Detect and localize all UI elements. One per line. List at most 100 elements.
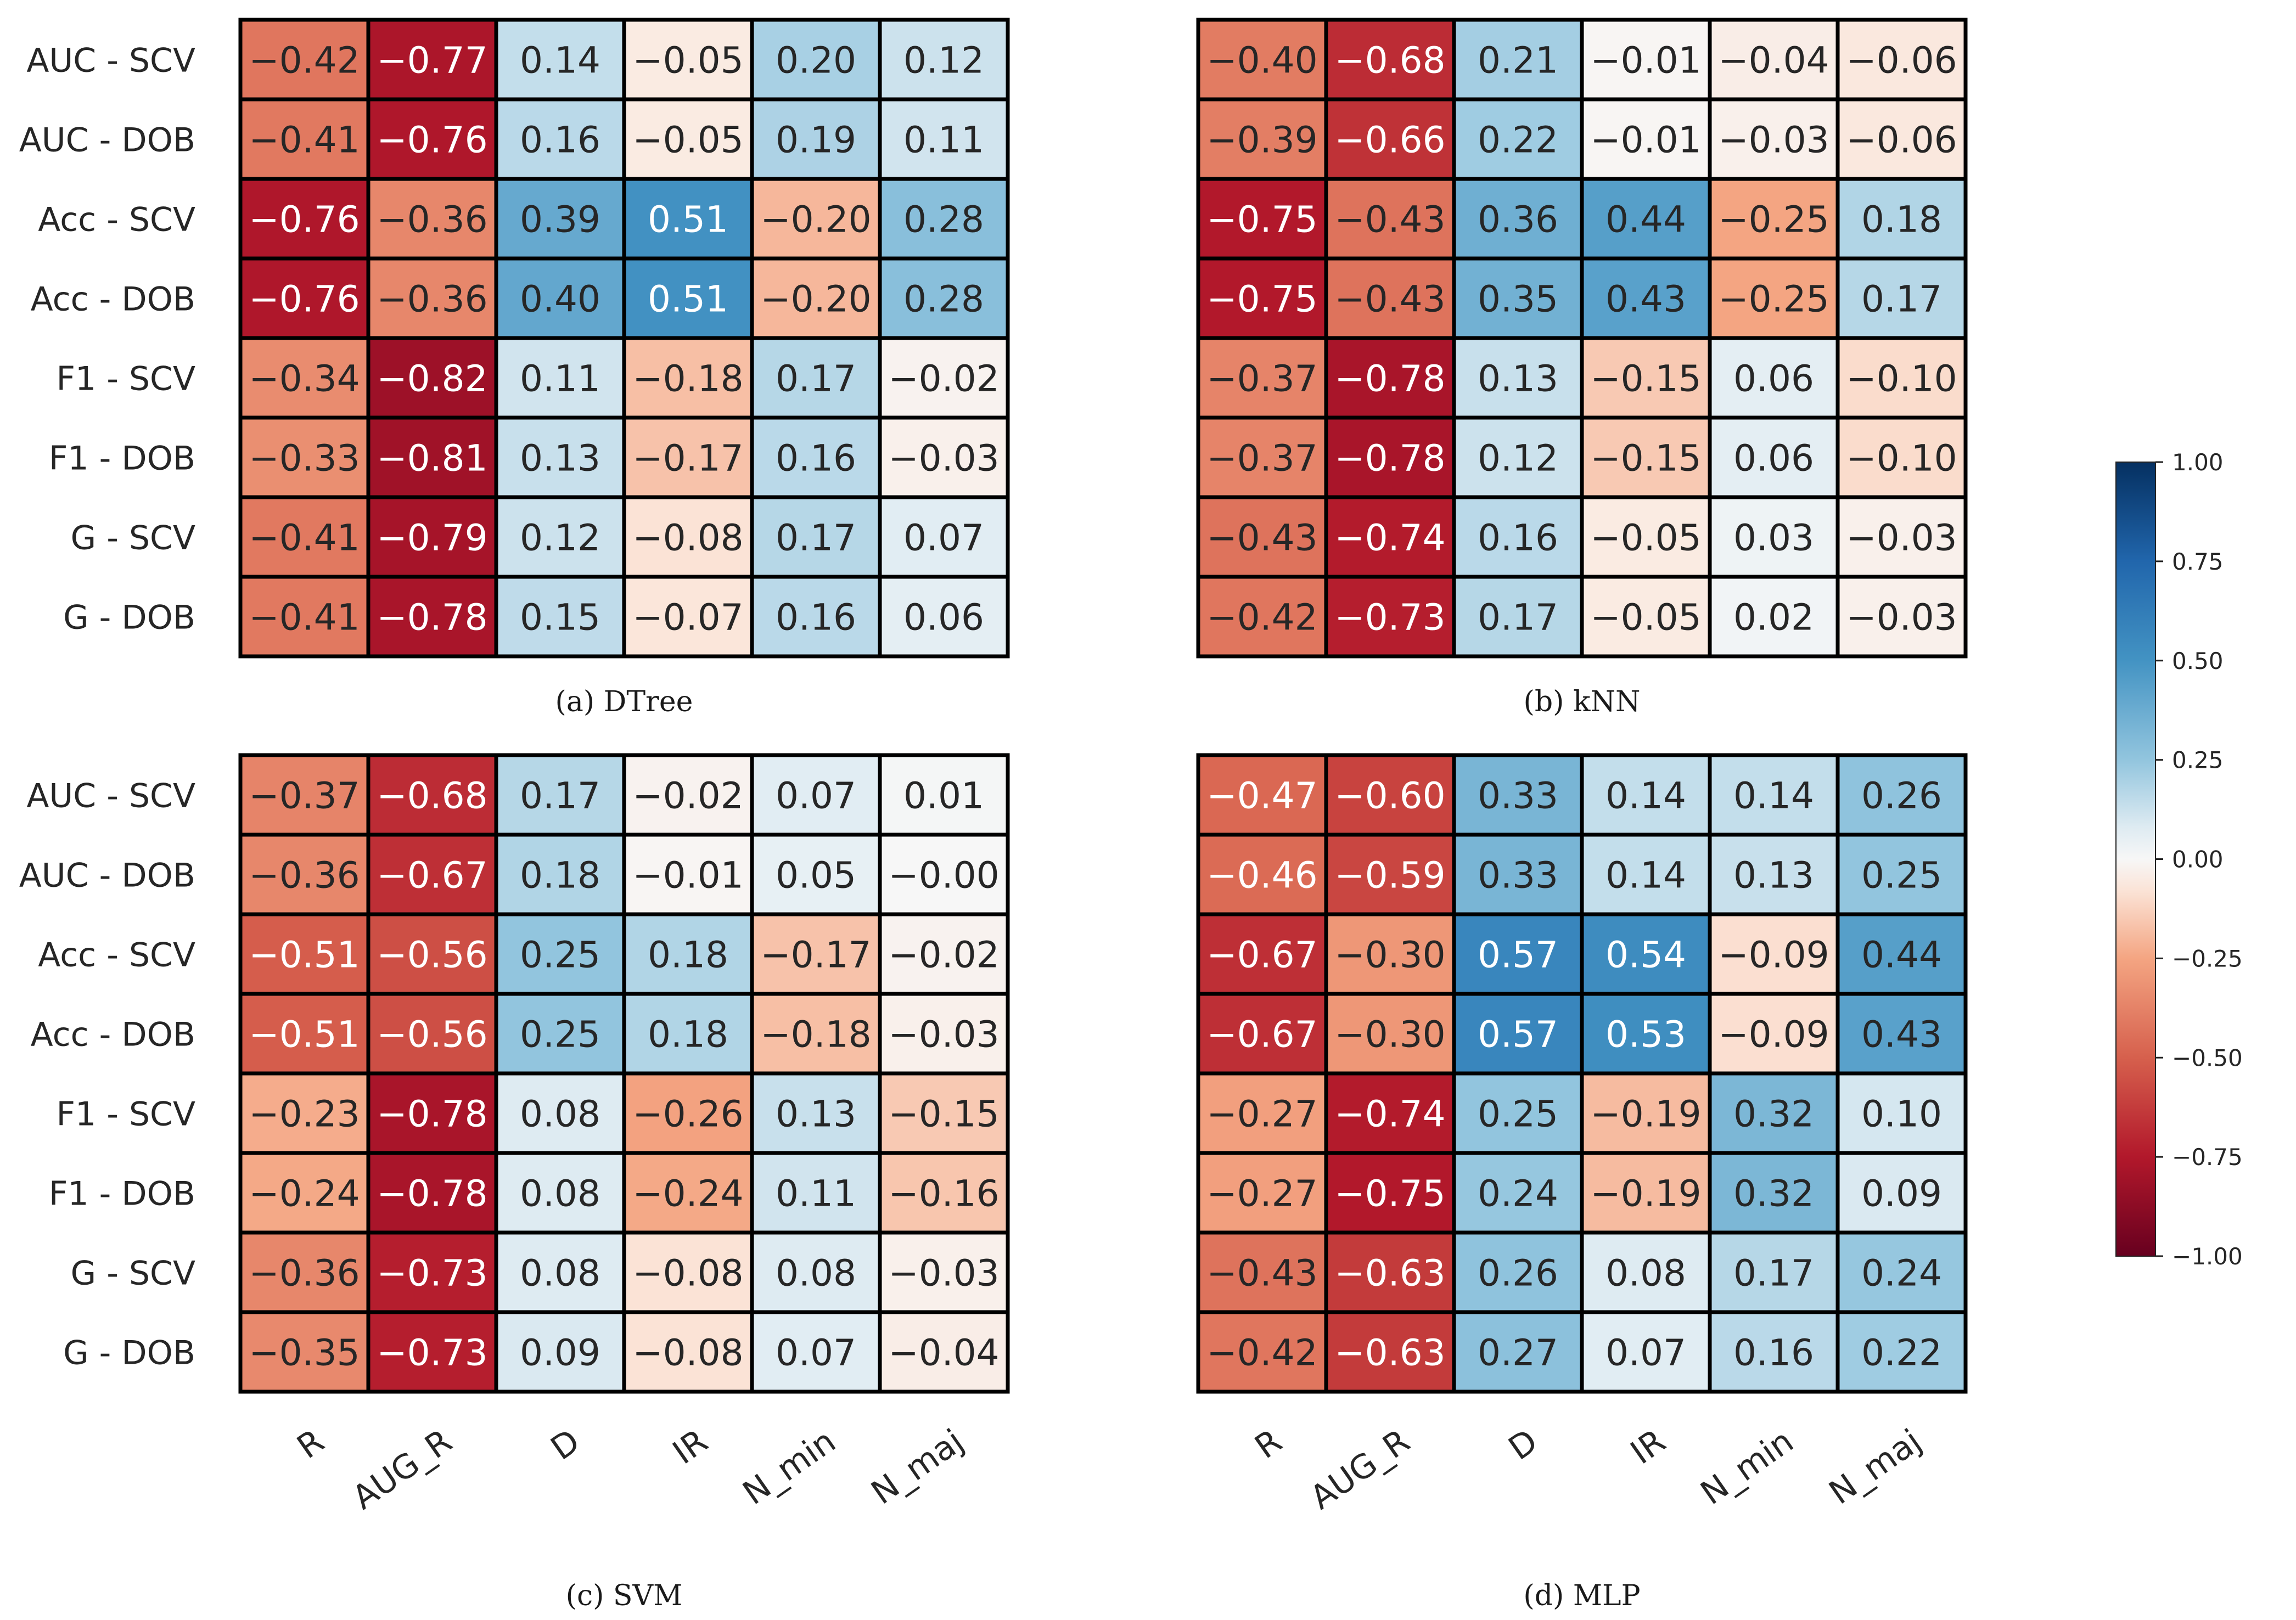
cell-value-label: −0.05 bbox=[1590, 517, 1701, 559]
cell-value-label: −0.05 bbox=[1590, 597, 1701, 639]
cell-value-label: −0.41 bbox=[249, 517, 360, 559]
heatmap-cell bbox=[1196, 575, 1328, 659]
cell-value-label: −0.78 bbox=[377, 1173, 487, 1215]
column-label: N_maj bbox=[1822, 1422, 1928, 1512]
colorbar-tick-label: 0.00 bbox=[2172, 846, 2224, 873]
cell-value-label: 0.08 bbox=[520, 1252, 600, 1295]
cell-value-label: −0.74 bbox=[1334, 517, 1445, 559]
heatmap-cell bbox=[750, 177, 882, 261]
cell-value-label: −0.06 bbox=[1846, 40, 1957, 82]
cell-value-label: −0.63 bbox=[1334, 1252, 1445, 1295]
heatmap-cell bbox=[238, 1071, 370, 1155]
cell-value-label: −0.01 bbox=[1590, 40, 1701, 82]
cell-value-label: −0.73 bbox=[1334, 597, 1445, 639]
column-label: R bbox=[1248, 1422, 1289, 1466]
cell-value-label: −0.63 bbox=[1334, 1332, 1445, 1374]
heatmap-cell bbox=[1835, 415, 1968, 499]
cell-value-label: −0.75 bbox=[1334, 1173, 1445, 1215]
cell-value-label: −0.02 bbox=[632, 775, 743, 817]
heatmap-cell bbox=[1196, 415, 1328, 499]
column-label: N_min bbox=[736, 1422, 843, 1512]
cell-value-label: 0.16 bbox=[520, 119, 600, 161]
cell-value-label: −0.73 bbox=[377, 1332, 487, 1374]
row-label: Acc - SCV bbox=[38, 936, 195, 975]
heatmap-cell bbox=[878, 336, 1010, 420]
cell-value-label: −0.37 bbox=[249, 775, 360, 817]
row-label: AUC - SCV bbox=[26, 42, 195, 80]
heatmap-cell bbox=[1580, 575, 1712, 659]
cell-value-label: −0.17 bbox=[760, 934, 871, 976]
heatmap-cell bbox=[1708, 495, 1840, 579]
cell-value-label: 0.22 bbox=[1861, 1332, 1942, 1374]
heatmap-cell bbox=[878, 575, 1010, 659]
heatmap-cell bbox=[1324, 97, 1456, 181]
cell-value-label: 0.25 bbox=[1478, 1093, 1558, 1135]
cell-value-label: −0.03 bbox=[1846, 597, 1957, 639]
cell-value-label: −0.43 bbox=[1206, 1252, 1317, 1295]
cell-value-label: 0.14 bbox=[520, 40, 600, 82]
row-label: Acc - DOB bbox=[31, 280, 195, 319]
cell-value-label: 0.17 bbox=[776, 358, 856, 400]
cell-value-label: −0.02 bbox=[888, 934, 999, 976]
heatmap-cell bbox=[1452, 575, 1584, 659]
heatmap-cell bbox=[494, 256, 626, 340]
cell-value-label: 0.33 bbox=[1478, 775, 1558, 817]
cell-value-label: 0.06 bbox=[1733, 358, 1814, 400]
cell-value-label: 0.20 bbox=[776, 40, 856, 82]
heatmap-cell bbox=[1835, 177, 1968, 261]
cell-value-label: −0.05 bbox=[632, 119, 743, 161]
panel-caption: (a) DTree bbox=[555, 685, 693, 718]
cell-value-label: 0.18 bbox=[648, 1014, 728, 1056]
column-label: IR bbox=[1624, 1422, 1672, 1472]
heatmap-cell bbox=[366, 912, 498, 996]
column-label: IR bbox=[666, 1422, 715, 1472]
heatmap-cell bbox=[1835, 575, 1968, 659]
heatmap-cell bbox=[1196, 18, 1328, 102]
cell-value-label: −0.02 bbox=[888, 358, 999, 400]
cell-value-label: −0.43 bbox=[1334, 199, 1445, 241]
cell-value-label: −0.33 bbox=[249, 437, 360, 480]
heatmap-cell bbox=[1580, 992, 1712, 1076]
cell-value-label: −0.40 bbox=[1206, 40, 1317, 82]
cell-value-label: −0.18 bbox=[632, 358, 743, 400]
cell-value-label: 0.17 bbox=[776, 517, 856, 559]
heatmap-cell bbox=[366, 1151, 498, 1235]
cell-value-label: 0.39 bbox=[520, 199, 600, 241]
heatmap-cell bbox=[750, 1151, 882, 1235]
heatmap-cell bbox=[366, 753, 498, 837]
row-label: G - SCV bbox=[71, 1255, 195, 1293]
cell-value-label: −0.19 bbox=[1590, 1173, 1701, 1215]
panel-caption: (c) SVM bbox=[566, 1579, 683, 1612]
heatmap-cell bbox=[1452, 256, 1584, 340]
cell-value-label: −0.76 bbox=[249, 199, 360, 241]
heatmap-cell bbox=[1580, 912, 1712, 996]
cell-value-label: −0.66 bbox=[1334, 119, 1445, 161]
heatmap-cell bbox=[1835, 1151, 1968, 1235]
cell-value-label: −0.37 bbox=[1206, 358, 1317, 400]
cell-value-label: 0.13 bbox=[1478, 358, 1558, 400]
cell-value-label: 0.16 bbox=[776, 597, 856, 639]
cell-value-label: −0.07 bbox=[632, 597, 743, 639]
cell-value-label: 0.25 bbox=[520, 1014, 600, 1056]
colorbar: 1.00 0.75 0.50 0.25 0.00 −0.25 −0.50 −0.75 −1.00 bbox=[2115, 449, 2243, 1270]
heatmap-cell bbox=[750, 1310, 882, 1394]
cell-value-label: −0.42 bbox=[249, 40, 360, 82]
heatmap-cell bbox=[1708, 753, 1840, 837]
cell-value-label: −0.09 bbox=[1718, 934, 1829, 976]
cell-value-label: −0.59 bbox=[1334, 854, 1445, 897]
heatmap-cell bbox=[1196, 256, 1328, 340]
colorbar-tick-label: −0.50 bbox=[2172, 1044, 2243, 1071]
cell-value-label: −0.78 bbox=[1334, 358, 1445, 400]
cell-value-label: 0.14 bbox=[1605, 854, 1686, 897]
heatmap-cell bbox=[238, 256, 370, 340]
heatmap-cell bbox=[494, 336, 626, 420]
cell-value-label: −0.01 bbox=[1590, 119, 1701, 161]
heatmap-cell bbox=[1196, 336, 1328, 420]
heatmap-cell bbox=[878, 753, 1010, 837]
cell-value-label: −0.17 bbox=[632, 437, 743, 480]
cell-value-label: 0.25 bbox=[1861, 854, 1942, 897]
heatmap-cell bbox=[1580, 177, 1712, 261]
heatmap-cell bbox=[750, 575, 882, 659]
cell-value-label: 0.19 bbox=[776, 119, 856, 161]
cell-value-label: 0.02 bbox=[1733, 597, 1814, 639]
